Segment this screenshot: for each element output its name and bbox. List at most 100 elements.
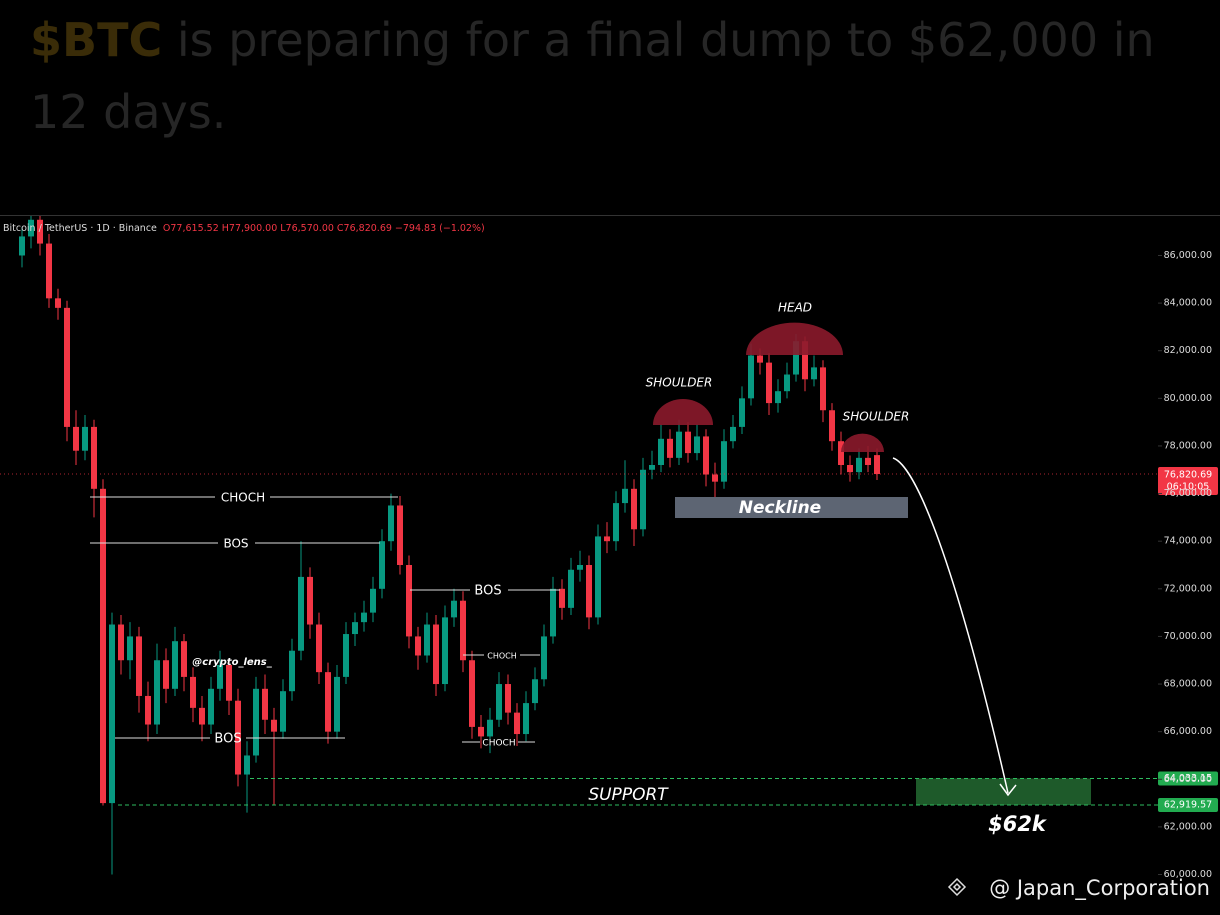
right-shoulder-label: SHOULDER <box>843 410 910 424</box>
candle-body <box>91 426 97 489</box>
candle-body <box>19 236 25 256</box>
candle-body <box>667 438 673 458</box>
candle-body <box>424 624 430 656</box>
candle-body <box>703 436 709 475</box>
bos-label: BOS <box>474 584 501 599</box>
y-tick-label: 64,000.00 <box>1164 774 1212 785</box>
candle-body <box>613 503 619 542</box>
candle-body <box>550 588 556 637</box>
candle-body <box>64 307 70 427</box>
candle-body <box>370 588 376 613</box>
candle-body <box>487 719 493 737</box>
candle-body <box>73 426 79 451</box>
candle-body <box>316 624 322 673</box>
y-tick-label: 84,000.00 <box>1164 298 1212 309</box>
candle-body <box>847 465 853 473</box>
candle-body <box>712 474 718 482</box>
candle-body <box>262 688 268 720</box>
post-title: $BTC is preparing for a final dump to $6… <box>30 4 1200 148</box>
candle-body <box>433 624 439 685</box>
candle-body <box>775 391 781 404</box>
candle-body <box>505 684 511 713</box>
candle-body <box>244 755 250 775</box>
y-tick-label: 78,000.00 <box>1164 440 1212 451</box>
candle-body <box>100 488 106 804</box>
head-label: HEAD <box>778 301 812 315</box>
candle-body <box>586 565 592 618</box>
candle-body <box>181 641 187 677</box>
candle-body <box>307 576 313 625</box>
projection-arrow <box>892 457 1009 794</box>
support-tag-label: 62,919.57 <box>1164 800 1212 811</box>
y-tick-label: 74,000.00 <box>1164 536 1212 547</box>
candle-body <box>604 536 610 542</box>
candle-body <box>172 641 178 689</box>
choch-label: CHOCH <box>487 652 517 661</box>
candle-body <box>820 367 826 411</box>
candle-body <box>388 505 394 542</box>
target-label: $62k <box>988 812 1048 836</box>
candle-body <box>622 488 628 504</box>
candle-body <box>235 700 241 775</box>
structure-lines <box>90 496 560 743</box>
candle-body <box>271 719 277 732</box>
candle-body <box>577 565 583 570</box>
title-text: is preparing for a final dump to $62,000… <box>30 13 1155 139</box>
candle-body <box>874 455 880 475</box>
candle-body <box>46 243 52 299</box>
price-tag-label: 76,820.69 <box>1164 470 1212 481</box>
candle-body <box>217 665 223 689</box>
candle-body <box>442 617 448 685</box>
candle-body <box>118 624 124 661</box>
candle-body <box>658 438 664 465</box>
y-tick-label: 62,000.00 <box>1164 821 1212 832</box>
pattern-domes <box>653 322 884 452</box>
title-ticker: $BTC <box>30 13 163 67</box>
support-zone <box>916 778 1091 806</box>
price-tag-timer: 06:10:05 <box>1167 482 1210 493</box>
candle-body <box>289 650 295 692</box>
candle-body <box>640 469 646 530</box>
symbol: Bitcoin / TetherUS · 1D · Binance <box>3 223 157 234</box>
candle-body <box>685 431 691 454</box>
candle-body <box>739 398 745 427</box>
y-tick-label: 70,000.00 <box>1164 631 1212 642</box>
candle-body <box>541 636 547 680</box>
candle-body <box>766 362 772 404</box>
watermark: @ Japan_Corporation <box>989 876 1210 901</box>
bos-label: BOS <box>223 537 248 551</box>
candle-body <box>532 679 538 704</box>
neckline-label: Neckline <box>739 498 821 518</box>
y-tick-label: 82,000.00 <box>1164 345 1212 356</box>
candle-body <box>208 688 214 725</box>
y-tick-label: 66,000.00 <box>1164 726 1212 737</box>
choch-label: CHOCH <box>221 491 265 505</box>
candle-body <box>361 612 367 623</box>
candle-body <box>694 436 700 454</box>
price-tag <box>1158 467 1218 496</box>
neckline-box <box>675 497 908 518</box>
candles <box>19 216 880 875</box>
candle-body <box>676 431 682 458</box>
candle-body <box>298 576 304 651</box>
candle-body <box>838 441 844 465</box>
candle-body <box>334 676 340 732</box>
candle-body <box>802 341 808 380</box>
candle-body <box>514 712 520 735</box>
support-tag <box>1158 798 1218 813</box>
candle-body <box>352 622 358 635</box>
candle-body <box>793 341 799 375</box>
y-tick-label: 60,000.00 <box>1164 869 1212 880</box>
candle-body <box>136 636 142 696</box>
candle-body <box>415 636 421 656</box>
choch-label: CHOCH <box>482 739 515 749</box>
support-label: SUPPORT <box>588 785 669 805</box>
candle-body <box>145 695 151 725</box>
candle-body <box>460 600 466 661</box>
head-dome <box>746 322 843 355</box>
candle-body <box>865 457 871 465</box>
candle-body <box>379 541 385 589</box>
